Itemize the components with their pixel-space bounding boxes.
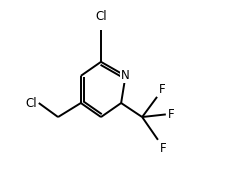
Text: Cl: Cl — [95, 10, 106, 23]
Text: Cl: Cl — [25, 96, 36, 109]
Text: N: N — [121, 69, 129, 82]
Text: F: F — [159, 142, 166, 155]
Text: F: F — [167, 108, 173, 121]
Text: F: F — [158, 83, 165, 96]
